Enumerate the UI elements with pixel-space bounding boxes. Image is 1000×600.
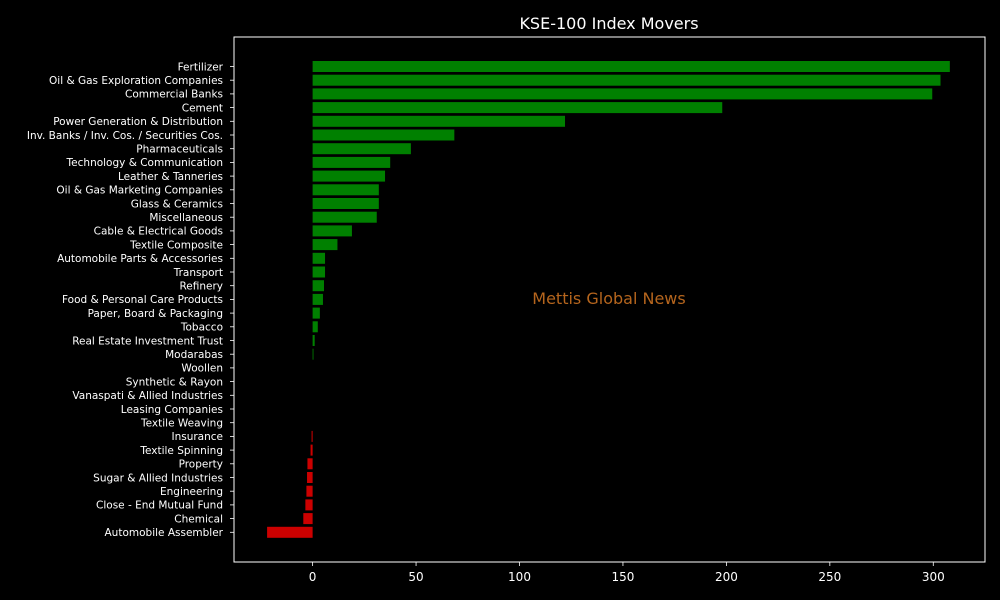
- category-label: Transport: [173, 267, 223, 279]
- x-tick-label: 0: [309, 570, 317, 584]
- bar: [312, 252, 326, 264]
- watermark: Mettis Global News: [532, 289, 685, 308]
- bar: [312, 211, 377, 223]
- bar: [305, 499, 313, 511]
- bar: [312, 307, 320, 319]
- category-label: Leasing Companies: [121, 404, 223, 416]
- category-label: Power Generation & Distribution: [53, 116, 223, 128]
- category-label: Miscellaneous: [149, 212, 223, 224]
- bar: [306, 485, 313, 497]
- category-label: Textile Composite: [129, 239, 223, 251]
- category-label: Insurance: [171, 431, 223, 443]
- bar: [312, 321, 318, 333]
- bar: [312, 129, 455, 141]
- category-labels-layer: Fertilizer Oil & Gas Exploration Companie…: [27, 61, 234, 539]
- category-label: Leather & Tanneries: [118, 171, 223, 183]
- category-label: Commercial Banks: [125, 89, 223, 101]
- bar: [312, 348, 314, 360]
- bar: [307, 458, 313, 470]
- category-label: Automobile Parts & Accessories: [57, 253, 223, 265]
- category-label: Woollen: [181, 363, 223, 375]
- x-tick-label: 50: [408, 570, 423, 584]
- bars-layer: [267, 61, 950, 538]
- bar: [312, 61, 950, 72]
- bar: [303, 513, 313, 525]
- category-label: Refinery: [179, 281, 223, 293]
- category-label: Paper, Board & Packaging: [88, 308, 223, 320]
- category-label: Oil & Gas Marketing Companies: [56, 185, 223, 197]
- category-label: Real Estate Investment Trust: [72, 335, 223, 347]
- x-axis-ticks-layer: 0 50 100 150 200 250 300: [309, 562, 945, 584]
- bar: [312, 198, 379, 209]
- x-tick-label: 150: [611, 570, 634, 584]
- bar: [312, 115, 566, 127]
- x-tick-label: 100: [508, 570, 531, 584]
- category-label: Close - End Mutual Fund: [96, 500, 223, 512]
- category-label: Oil & Gas Exploration Companies: [49, 75, 223, 87]
- category-label: Textile Weaving: [140, 418, 223, 430]
- bar: [312, 184, 379, 196]
- bar: [312, 280, 324, 292]
- bar: [312, 74, 941, 86]
- category-label: Chemical: [174, 513, 223, 525]
- bar: [312, 143, 411, 155]
- bar: [312, 239, 338, 251]
- bar: [312, 170, 386, 182]
- bar: [312, 225, 352, 237]
- category-label: Pharmaceuticals: [136, 144, 223, 156]
- category-label: Cement: [182, 102, 223, 114]
- chart-title: KSE-100 Index Movers: [519, 14, 698, 33]
- bar: [310, 444, 313, 456]
- bar: [312, 156, 391, 168]
- bar: [311, 430, 313, 442]
- category-label: Textile Spinning: [139, 445, 223, 457]
- category-label: Fertilizer: [178, 61, 224, 73]
- category-label: Engineering: [160, 486, 223, 498]
- x-tick-label: 300: [922, 570, 945, 584]
- category-label: Property: [179, 459, 223, 471]
- bar: [312, 335, 315, 346]
- bar: [307, 472, 313, 483]
- category-label: Glass & Ceramics: [131, 198, 223, 210]
- category-label: Vanaspati & Allied Industries: [72, 390, 223, 402]
- bar: [312, 266, 326, 278]
- category-label: Inv. Banks / Inv. Cos. / Securities Cos.: [27, 130, 223, 142]
- x-tick-label: 200: [715, 570, 738, 584]
- category-label: Cable & Electrical Goods: [94, 226, 223, 238]
- bar: [312, 88, 933, 100]
- bar: [267, 526, 313, 538]
- category-label: Tobacco: [180, 322, 223, 334]
- category-label: Synthetic & Rayon: [126, 376, 223, 388]
- bar: [312, 102, 723, 114]
- x-tick-label: 250: [818, 570, 841, 584]
- bar: [312, 293, 323, 305]
- category-label: Automobile Assembler: [105, 527, 224, 539]
- category-label: Sugar & Allied Industries: [93, 472, 223, 484]
- category-label: Modarabas: [165, 349, 223, 361]
- category-label: Technology & Communication: [66, 157, 223, 169]
- category-label: Food & Personal Care Products: [62, 294, 223, 306]
